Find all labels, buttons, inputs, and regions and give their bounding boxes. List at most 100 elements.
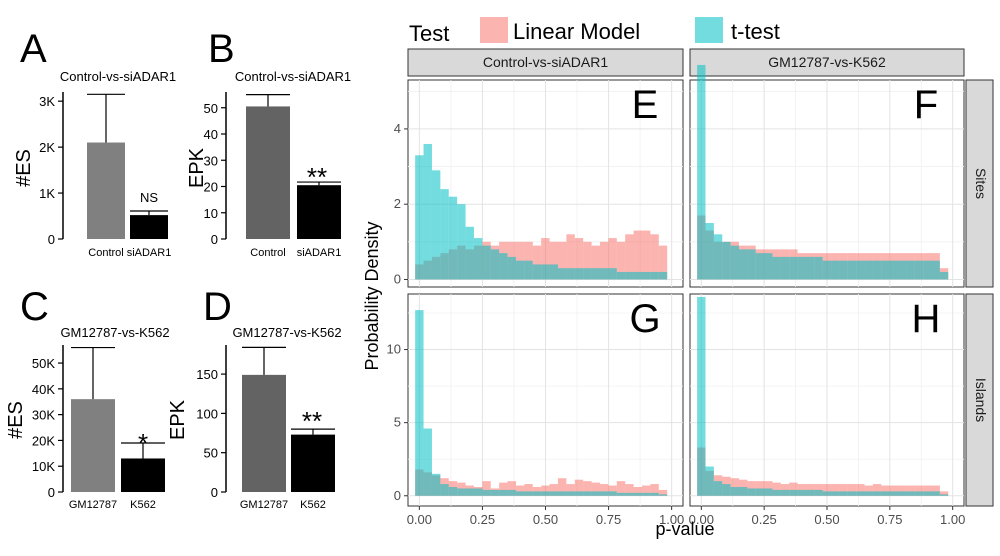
histogram-bar-t-test: [697, 64, 706, 280]
histogram-bar-t-test: [923, 260, 932, 280]
panel-letter: G: [629, 297, 660, 341]
bar-chart-d: D GM12787-vs-K562 EPK 0 50 100 150 GM12787 …: [167, 285, 342, 511]
histogram-bar-t-test: [440, 189, 449, 280]
panel-letter-d: D: [203, 285, 232, 329]
y-tick-label: 30: [204, 153, 218, 168]
histogram-bar-t-test: [448, 196, 458, 280]
histogram-bar-t-test: [730, 486, 739, 496]
histogram-bar-t-test: [814, 489, 823, 496]
histogram-bar-t-test: [465, 488, 474, 496]
histogram-bar-linear-model: [482, 481, 491, 496]
panel-letter: F: [914, 83, 938, 127]
histogram-bar-t-test: [856, 491, 865, 496]
bars: [71, 346, 165, 492]
histogram-bar-linear-model: [939, 491, 949, 496]
histogram-bar-t-test: [789, 256, 798, 280]
histogram-bar-linear-model: [591, 482, 600, 496]
histogram-bar-t-test: [541, 491, 550, 496]
histogram-bar-t-test: [780, 489, 790, 496]
histogram-bar-t-test: [906, 491, 915, 496]
y-axis: 0 10 20 30 40 50: [204, 92, 227, 247]
histogram-bar-t-test: [755, 488, 765, 496]
histogram-bar-t-test: [583, 268, 592, 280]
histogram-bar-t-test: [457, 204, 466, 280]
bar-chart-title: Control-vs-siADAR1: [60, 69, 176, 84]
histogram-bar-t-test: [722, 241, 731, 280]
histogram-bar-t-test: [898, 491, 907, 496]
histogram-bar-t-test: [490, 249, 500, 280]
histogram-bar-t-test: [415, 155, 424, 280]
x-axis: Control siADAR1: [250, 247, 341, 259]
bar-chart-title: GM12787-vs-K562: [60, 325, 169, 340]
histogram-bar-t-test: [797, 489, 806, 496]
histogram-bar-linear-model: [608, 485, 617, 496]
histogram-bar-t-test: [625, 492, 634, 496]
bars: [87, 93, 168, 239]
histogram-bar-t-test: [738, 249, 748, 280]
histogram-bar-t-test: [574, 491, 584, 496]
histogram-bar-t-test: [524, 260, 533, 280]
y-axis-label: #ES: [5, 401, 27, 439]
histogram-bar-linear-model: [541, 485, 550, 496]
x-tick-label: 0.50: [533, 512, 558, 527]
histogram-bar-t-test: [515, 491, 525, 496]
histogram-bar-linear-model: [549, 241, 558, 280]
x-axis-title: p-value: [655, 519, 714, 539]
bar-chart-title: Control-vs-siADAR1: [235, 69, 351, 84]
histogram-bar-t-test: [864, 491, 873, 496]
histogram-bar-linear-model: [641, 485, 651, 496]
bar-chart-c: C GM12787-vs-K562 #ES 0 10K 20K 30K 40K 50K G…: [5, 285, 170, 511]
histogram-bar-linear-model: [549, 484, 558, 496]
bars: [242, 346, 335, 492]
histogram-bar-t-test: [789, 489, 798, 496]
histogram-bar-linear-model: [574, 479, 584, 496]
bar: [121, 458, 165, 492]
y-tick-label: 100: [196, 406, 218, 421]
histogram-panel: E 0 2 4: [394, 79, 684, 288]
histogram-panel: F: [689, 64, 965, 288]
facet-title-row: Islands: [973, 378, 989, 422]
histogram-bar-t-test: [747, 488, 756, 496]
bar-chart-title: GM12787-vs-K562: [232, 325, 341, 340]
histogram-bar-t-test: [616, 492, 626, 496]
histogram-bar-t-test: [541, 264, 550, 280]
histogram-bar-t-test: [482, 489, 491, 496]
y-tick-label: 0: [48, 232, 55, 247]
y-axis-label: #ES: [13, 149, 35, 187]
facet-title-row: Sites: [973, 168, 989, 199]
histogram-bar-t-test: [822, 491, 832, 496]
histogram-bar-t-test: [839, 260, 848, 280]
histogram-bar-t-test: [482, 245, 491, 280]
y-tick-label: 50: [204, 101, 218, 116]
facet-title-column: Control-vs-siADAR1: [483, 54, 608, 70]
histogram-bar-linear-model: [898, 485, 907, 496]
histogram-bar-t-test: [641, 271, 651, 280]
category-label-siadar1: siADAR1: [297, 247, 342, 259]
histogram-bar-linear-model: [650, 484, 659, 496]
x-tick-label: 0.75: [877, 512, 902, 527]
y-axis: 0 1K 2K 3K: [39, 92, 64, 247]
histogram-bar-t-test: [499, 489, 508, 496]
histogram-bar-t-test: [939, 494, 949, 496]
histogram-bar-t-test: [633, 492, 642, 496]
histogram-bar-t-test: [465, 226, 474, 280]
histogram-bar-t-test: [658, 494, 668, 496]
y-tick-label: 20K: [32, 433, 55, 448]
histogram-bar-t-test: [633, 271, 642, 280]
histogram-bar-t-test: [898, 260, 907, 280]
histogram-bar-t-test: [914, 260, 924, 280]
y-tick-label: 10K: [32, 459, 55, 474]
histogram-bar-t-test: [574, 268, 584, 280]
histogram-bar-linear-model: [789, 482, 798, 496]
histogram-bar-linear-model: [906, 485, 915, 496]
y-axis-label: EPK: [167, 399, 189, 440]
histogram-bar-linear-model: [856, 484, 865, 496]
histogram-bar-linear-model: [608, 238, 617, 280]
histogram-bar-t-test: [797, 256, 806, 280]
bar-chart-b: B Control-vs-siADAR1 EPK 0 10 20 30 40 50 Con…: [186, 27, 351, 259]
x-tick-label: 0.75: [596, 512, 621, 527]
histogram-bar-linear-model: [524, 484, 533, 496]
bar: [246, 106, 290, 239]
histogram-bar-linear-model: [633, 486, 642, 496]
histogram-bar-linear-model: [822, 484, 832, 496]
